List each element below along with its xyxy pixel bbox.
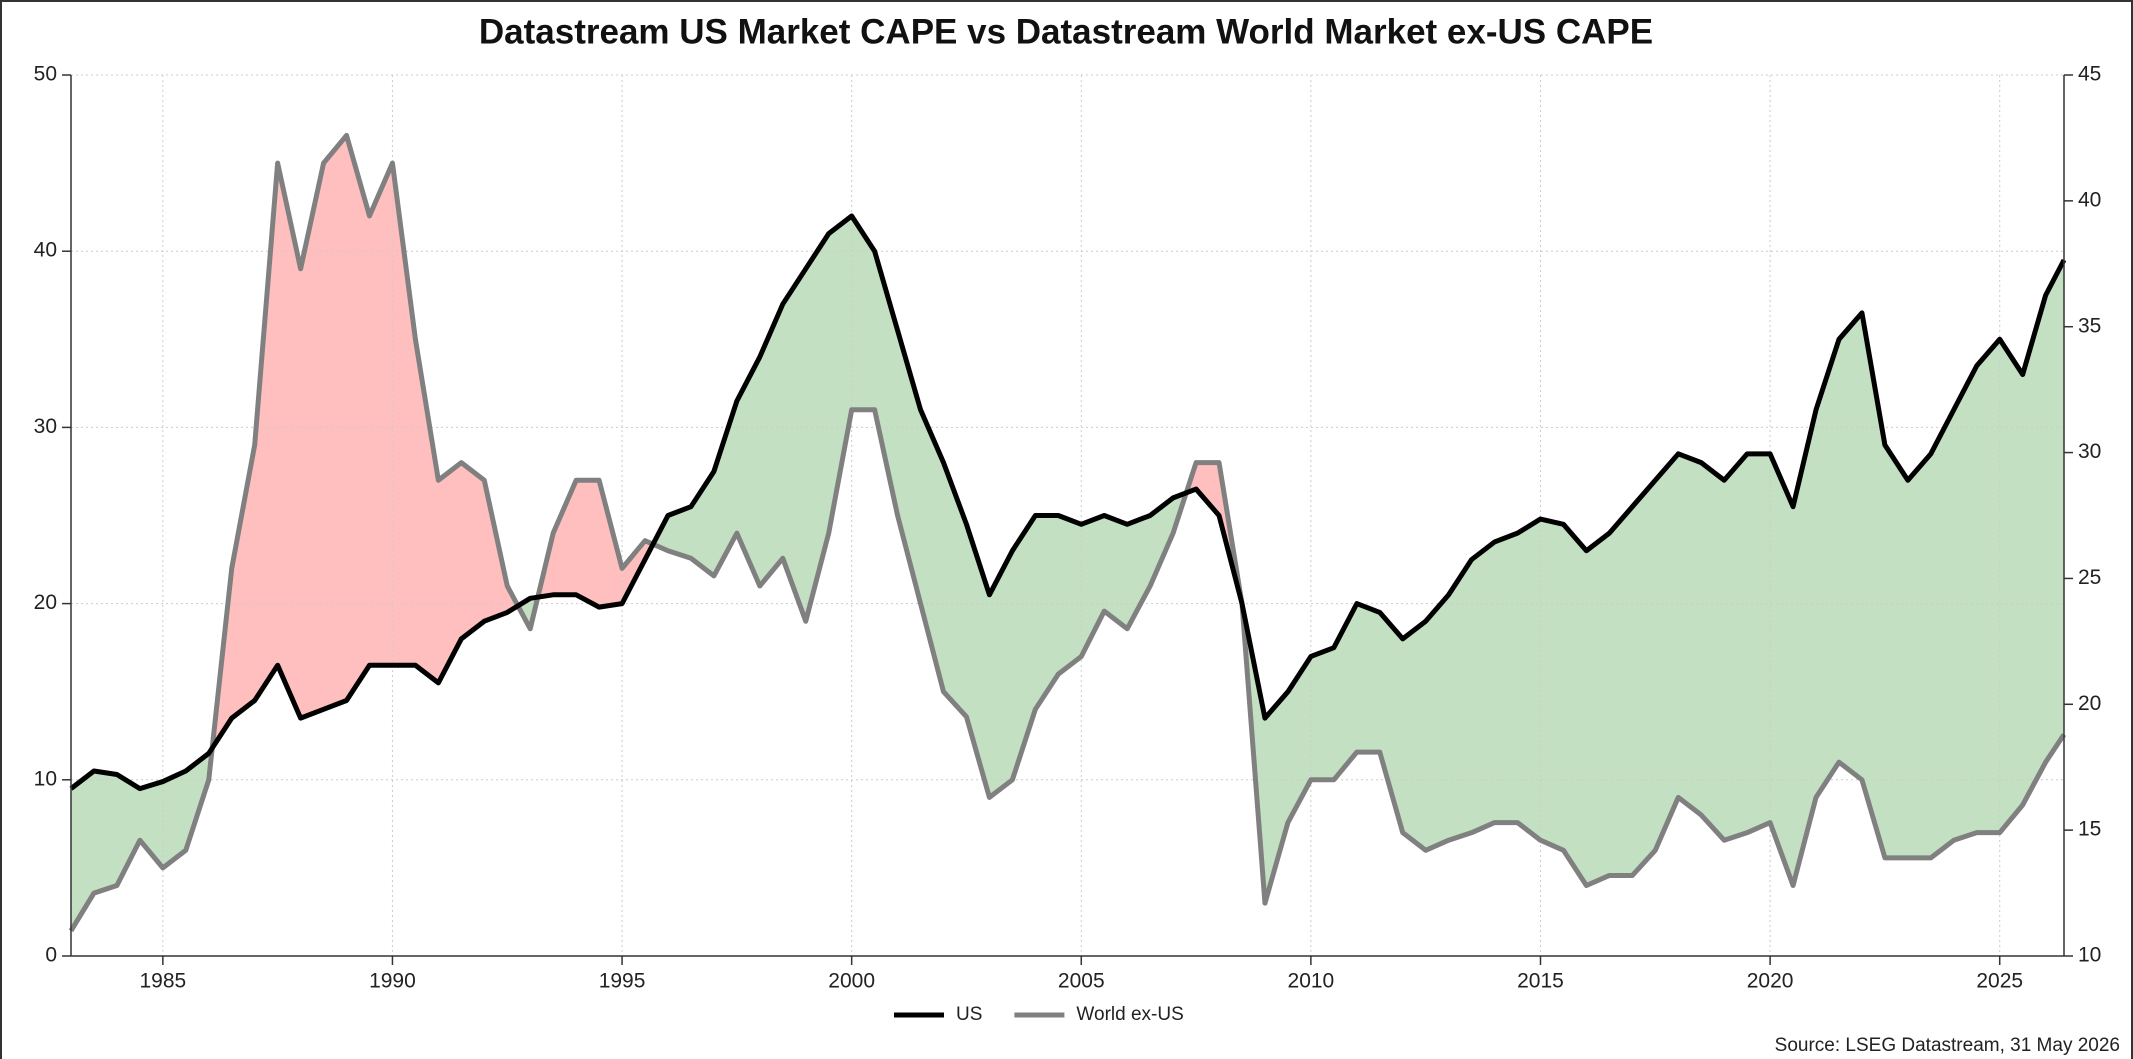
x-tick-label: 2000	[828, 970, 875, 993]
fill-between	[1632, 479, 1656, 877]
fill-between	[1540, 518, 1564, 851]
y-tick-label: 0	[45, 944, 57, 967]
y-tick-label: 10	[34, 767, 57, 790]
axes-layer: 1985 1990 1995 2000 2005 2010 2015 2020 20250102…	[34, 63, 2102, 993]
y-tick-label: 30	[34, 415, 57, 438]
fill-between	[1654, 453, 1679, 851]
fill-between	[1677, 453, 1702, 816]
fill-between	[552, 480, 577, 596]
fill-between	[828, 215, 852, 534]
x-tick-label: 1985	[139, 970, 186, 993]
fill-between	[415, 339, 439, 684]
fill-between	[323, 134, 347, 710]
fill-between	[1494, 532, 1518, 823]
y2-tick-label: 35	[2078, 314, 2101, 337]
fill-between	[943, 462, 967, 718]
y-tick-label: 40	[34, 239, 57, 262]
fill-between	[1425, 593, 1449, 851]
x-tick-label: 2020	[1747, 970, 1794, 993]
fill-between	[231, 444, 255, 719]
y2-tick-label: 45	[2078, 63, 2101, 86]
fill-between	[1769, 453, 1794, 886]
fill-between	[369, 162, 393, 666]
fill-between	[575, 479, 600, 608]
fill-between	[1517, 518, 1541, 841]
fill-between	[1448, 558, 1472, 841]
x-tick-label: 2005	[1058, 970, 1105, 993]
fill-between	[93, 770, 118, 894]
fill-between	[1815, 339, 1840, 799]
fill-between	[1999, 338, 2023, 834]
x-tick-label: 1990	[369, 970, 416, 993]
fill-between	[1195, 462, 1220, 517]
legend-label: US	[956, 1004, 982, 1025]
x-tick-label: 1995	[599, 970, 646, 993]
fill-between	[1746, 453, 1771, 834]
fill-between	[1609, 505, 1633, 876]
x-tick-label: 2010	[1288, 970, 1335, 993]
fill-between	[116, 773, 141, 886]
fill-between	[1563, 523, 1587, 887]
fill-between	[70, 770, 95, 932]
fill-between	[1586, 532, 1610, 886]
fill-between	[1953, 365, 1978, 841]
x-tick-label: 2025	[1976, 970, 2023, 993]
y2-tick-label: 10	[2078, 944, 2101, 967]
y-tick-label: 50	[34, 63, 57, 86]
fill-between	[1838, 312, 1863, 781]
fill-layer	[70, 134, 2065, 932]
fill-between	[1058, 515, 1082, 675]
fill-between	[346, 135, 370, 702]
fill-between	[1700, 462, 1725, 841]
fill-between	[1976, 338, 2001, 833]
legend-label: World ex-US	[1076, 1004, 1183, 1025]
fill-between	[2045, 259, 2065, 764]
fill-between	[1884, 444, 1909, 859]
fill-between	[1356, 603, 1381, 753]
fill-between	[1723, 453, 1748, 841]
line-layer	[68, 132, 2067, 933]
fill-between	[2022, 295, 2046, 806]
series-line	[68, 132, 2067, 933]
fill-between	[1930, 409, 1955, 859]
chart-title: Datastream US Market CAPE vs Datastream …	[479, 12, 1653, 51]
y2-tick-label: 30	[2078, 440, 2101, 463]
fill-between	[1471, 541, 1495, 834]
y-tick-label: 20	[34, 591, 57, 614]
x-tick-label: 2015	[1517, 970, 1564, 993]
y2-tick-label: 15	[2078, 818, 2101, 841]
fill-between	[1907, 453, 1932, 859]
y2-tick-label: 20	[2078, 692, 2101, 715]
source-note: Source: LSEG Datastream, 31 May 2026	[1775, 1035, 2120, 1056]
y2-tick-label: 40	[2078, 188, 2101, 211]
y2-tick-label: 25	[2078, 566, 2101, 589]
fill-between	[1402, 620, 1426, 851]
series-line	[69, 213, 2067, 792]
fill-between	[1310, 647, 1335, 781]
fill-between	[1861, 312, 1886, 858]
fill-between	[461, 462, 485, 640]
